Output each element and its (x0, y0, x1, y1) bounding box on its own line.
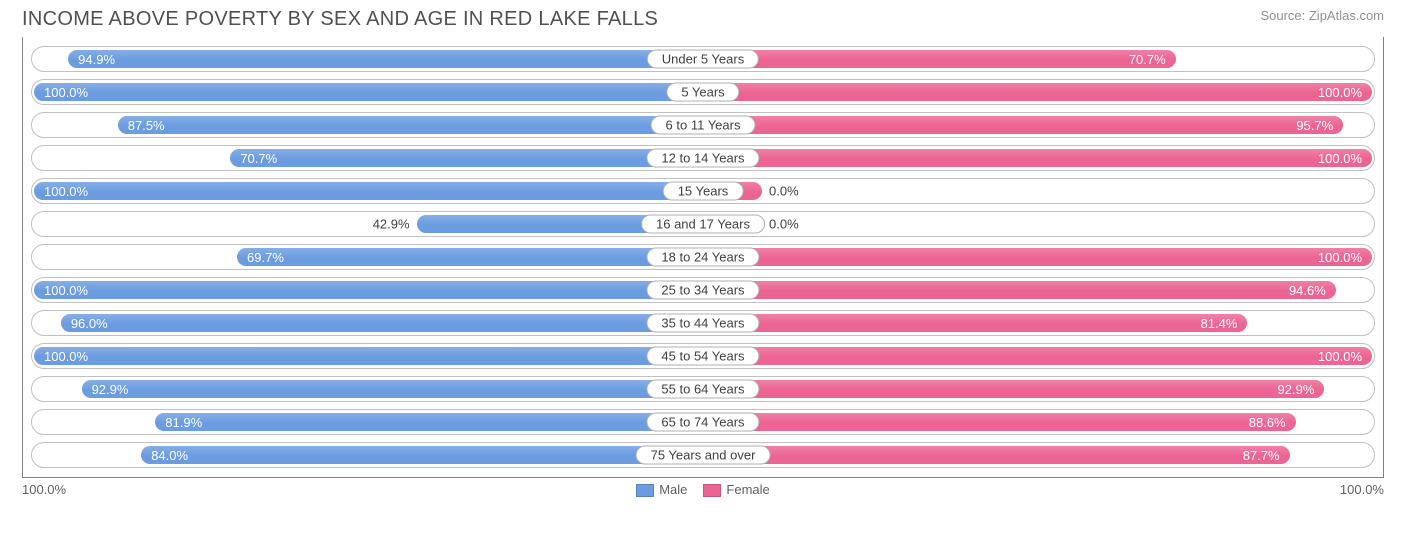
male-bar: 100.0% (33, 346, 703, 366)
female-value: 0.0% (769, 184, 809, 199)
age-label: 65 to 74 Years (646, 413, 759, 432)
female-value: 92.9% (1278, 382, 1325, 397)
chart-row: 42.9% 0.0% 16 and 17 Years (31, 211, 1375, 237)
female-value: 95.7% (1296, 118, 1343, 133)
age-label: 25 to 34 Years (646, 281, 759, 300)
chart-row: 70.7% 100.0% 12 to 14 Years (31, 145, 1375, 171)
female-value: 100.0% (1318, 85, 1372, 100)
male-value: 100.0% (34, 184, 88, 199)
axis-right-label: 100.0% (1340, 482, 1384, 497)
female-value: 70.7% (1129, 52, 1176, 67)
male-value: 100.0% (34, 283, 88, 298)
male-value: 42.9% (363, 217, 410, 232)
female-bar: 100.0% (703, 148, 1373, 168)
male-value: 100.0% (34, 349, 88, 364)
female-bar: 100.0% (703, 346, 1373, 366)
male-bar: 81.9% (154, 412, 703, 432)
legend-male-swatch (636, 484, 654, 497)
male-value: 87.5% (118, 118, 165, 133)
age-label: 45 to 54 Years (646, 347, 759, 366)
diverging-bar-chart: 94.9% 70.7% Under 5 Years 100.0% 100.0% 5 Yea… (22, 37, 1384, 478)
age-label: 12 to 14 Years (646, 149, 759, 168)
female-value: 100.0% (1318, 349, 1372, 364)
chart-row: 84.0% 87.7% 75 Years and over (31, 442, 1375, 468)
male-value: 70.7% (230, 151, 277, 166)
chart-row: 81.9% 88.6% 65 to 74 Years (31, 409, 1375, 435)
legend-female: Female (703, 482, 769, 497)
female-value: 87.7% (1243, 448, 1290, 463)
age-label: 6 to 11 Years (651, 116, 756, 135)
male-value: 92.9% (82, 382, 129, 397)
male-bar: 96.0% (60, 313, 703, 333)
age-label: 35 to 44 Years (646, 314, 759, 333)
female-bar: 88.6% (703, 412, 1297, 432)
axis-left-label: 100.0% (22, 482, 66, 497)
legend-male-label: Male (659, 482, 687, 497)
source-attribution: Source: ZipAtlas.com (1260, 8, 1384, 23)
male-value: 84.0% (141, 448, 188, 463)
male-value: 69.7% (237, 250, 284, 265)
female-bar: 94.6% (703, 280, 1337, 300)
chart-row: 87.5% 95.7% 6 to 11 Years (31, 112, 1375, 138)
female-bar: 100.0% (703, 82, 1373, 102)
female-bar: 92.9% (703, 379, 1325, 399)
legend: Male Female (636, 482, 770, 497)
chart-row: 100.0% 94.6% 25 to 34 Years (31, 277, 1375, 303)
female-bar: 100.0% (703, 247, 1373, 267)
male-value: 96.0% (61, 316, 108, 331)
legend-male: Male (636, 482, 687, 497)
male-bar: 100.0% (33, 280, 703, 300)
chart-row: 94.9% 70.7% Under 5 Years (31, 46, 1375, 72)
female-value: 100.0% (1318, 151, 1372, 166)
age-label: 16 and 17 Years (641, 215, 765, 234)
male-bar: 100.0% (33, 181, 703, 201)
age-label: 5 Years (666, 83, 739, 102)
male-bar: 100.0% (33, 82, 703, 102)
chart-row: 96.0% 81.4% 35 to 44 Years (31, 310, 1375, 336)
male-bar: 94.9% (67, 49, 703, 69)
male-value: 94.9% (68, 52, 115, 67)
male-bar: 87.5% (117, 115, 703, 135)
female-value: 0.0% (769, 217, 809, 232)
female-value: 88.6% (1249, 415, 1296, 430)
female-bar: 81.4% (703, 313, 1248, 333)
female-bar: 95.7% (703, 115, 1344, 135)
male-bar: 69.7% (236, 247, 703, 267)
female-value: 100.0% (1318, 250, 1372, 265)
age-label: Under 5 Years (647, 50, 759, 69)
chart-row: 100.0% 100.0% 45 to 54 Years (31, 343, 1375, 369)
female-value: 94.6% (1289, 283, 1336, 298)
chart-row: 100.0% 0.0% 15 Years (31, 178, 1375, 204)
chart-row: 92.9% 92.9% 55 to 64 Years (31, 376, 1375, 402)
female-bar: 87.7% (703, 445, 1291, 465)
age-label: 15 Years (663, 182, 744, 201)
male-bar: 92.9% (81, 379, 703, 399)
male-bar: 84.0% (140, 445, 703, 465)
chart-title: INCOME ABOVE POVERTY BY SEX AND AGE IN R… (22, 8, 658, 31)
age-label: 18 to 24 Years (646, 248, 759, 267)
chart-row: 100.0% 100.0% 5 Years (31, 79, 1375, 105)
age-label: 55 to 64 Years (646, 380, 759, 399)
legend-female-swatch (703, 484, 721, 497)
legend-female-label: Female (726, 482, 769, 497)
age-label: 75 Years and over (636, 446, 771, 465)
chart-row: 69.7% 100.0% 18 to 24 Years (31, 244, 1375, 270)
female-bar: 70.7% (703, 49, 1177, 69)
male-value: 100.0% (34, 85, 88, 100)
male-bar: 70.7% (229, 148, 703, 168)
male-value: 81.9% (155, 415, 202, 430)
female-value: 81.4% (1201, 316, 1248, 331)
